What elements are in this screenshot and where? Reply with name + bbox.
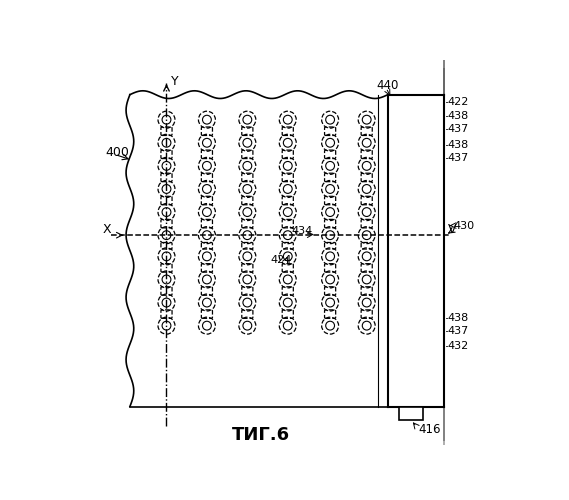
Bar [399, 406, 423, 420]
Text: 416: 416 [419, 423, 441, 436]
Text: ΤИГ.6: ΤИГ.6 [232, 426, 290, 444]
Text: 434: 434 [291, 226, 313, 236]
Text: 432: 432 [448, 340, 469, 350]
Text: 437: 437 [448, 153, 469, 163]
Text: 437: 437 [448, 124, 469, 134]
Text: X: X [102, 223, 111, 236]
Text: 440: 440 [376, 78, 399, 92]
Text: 438: 438 [448, 140, 469, 149]
Text: 422: 422 [448, 98, 469, 108]
Text: 438: 438 [448, 313, 469, 323]
Text: Y: Y [171, 74, 179, 88]
Text: V: V [448, 223, 456, 236]
Text: 424: 424 [270, 255, 292, 265]
Text: 400: 400 [105, 146, 129, 159]
Text: 430: 430 [453, 220, 475, 230]
Text: 437: 437 [448, 326, 469, 336]
Text: 438: 438 [448, 111, 469, 121]
